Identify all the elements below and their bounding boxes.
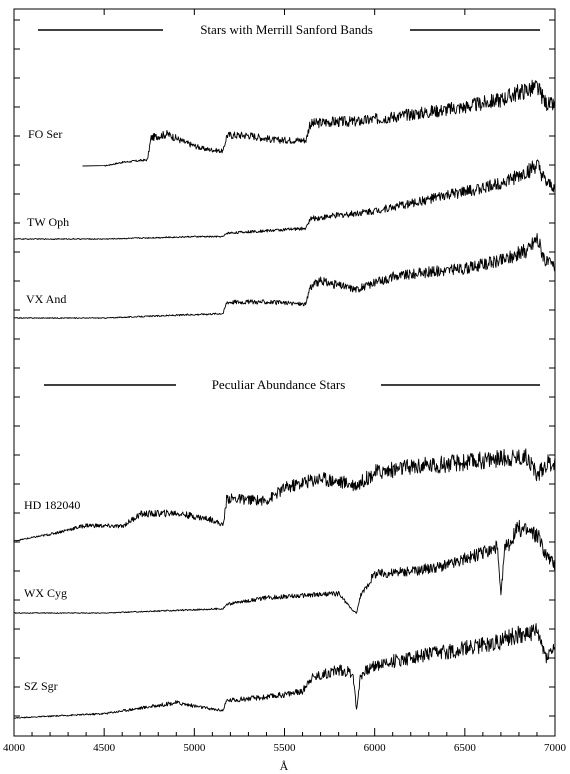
x-tick-label: 4000: [3, 742, 26, 754]
series-label: FO Ser: [28, 127, 62, 141]
series-label: VX And: [26, 292, 66, 306]
spectrum-line: [13, 448, 556, 542]
x-tick-label: 6500: [454, 742, 477, 754]
x-tick-label: 6000: [364, 742, 387, 754]
axis-ticks: [13, 9, 556, 736]
series-labels: FO Ser TW Oph VX And HD 182040 WX Cyg SZ Sgr: [24, 127, 80, 693]
group-headers: Stars with Merrill Sanford Bands Peculiar…: [38, 22, 540, 392]
x-tick-label: 5000: [183, 742, 206, 754]
x-axis-label: Å: [280, 759, 289, 773]
spectrum-series: [13, 79, 556, 719]
series-label: WX Cyg: [24, 586, 67, 600]
group-header: Stars with Merrill Sanford Bands: [200, 22, 373, 37]
spectrum-line: [13, 623, 556, 719]
group-header: Peculiar Abundance Stars: [212, 377, 346, 392]
series-label: TW Oph: [27, 215, 69, 229]
x-tick-label: 5500: [274, 742, 297, 754]
series-label: SZ Sgr: [24, 679, 58, 693]
spectrum-line: [13, 519, 556, 614]
spectrum-line: [82, 79, 556, 167]
plot-frame: [13, 8, 556, 737]
x-tick-label: 7000: [544, 742, 567, 754]
x-tick-labels: 4000 4500 5000 5500 6000 6500 7000: [3, 742, 567, 754]
spectrum-line: [13, 159, 556, 240]
spectrum-line: [13, 233, 556, 319]
series-label: HD 182040: [24, 498, 80, 512]
x-tick-label: 4500: [93, 742, 116, 754]
